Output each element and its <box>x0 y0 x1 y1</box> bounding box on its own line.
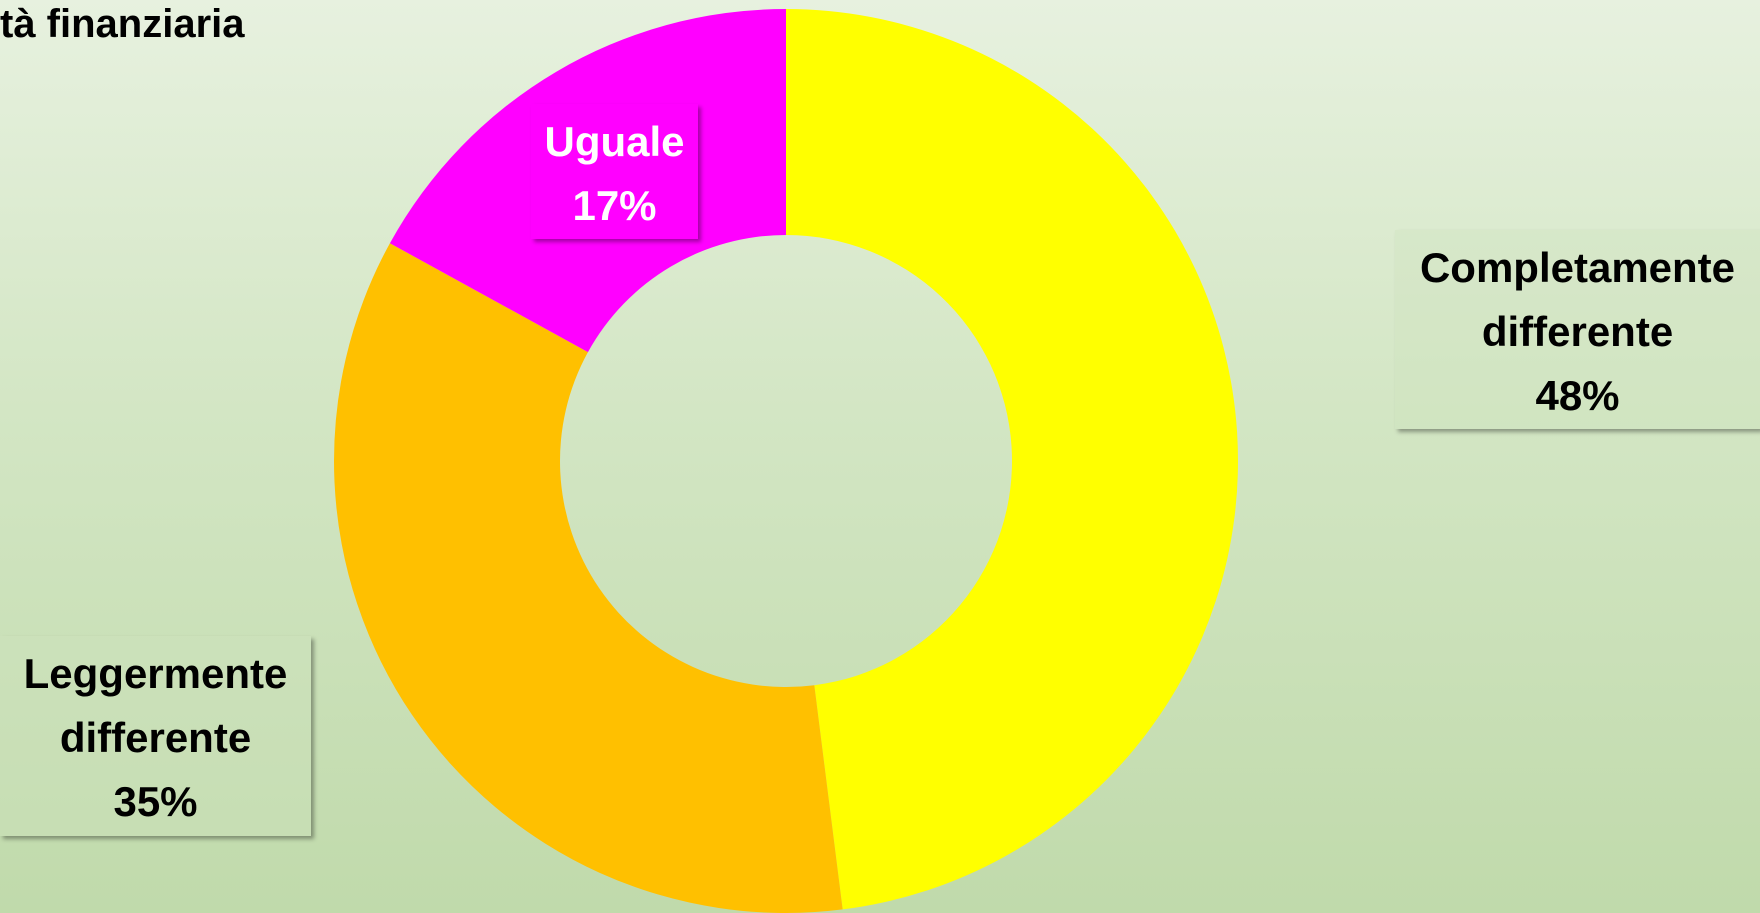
category-label: Leggermente differente <box>23 650 288 761</box>
category-label: Completamente differente <box>1419 244 1736 355</box>
value-label: 35% <box>113 778 198 825</box>
value-label: 48% <box>1535 372 1620 419</box>
data-label: Uguale 17% <box>531 104 698 239</box>
value-label: 17% <box>572 182 657 229</box>
data-label: Completamente differente 48% <box>1395 230 1760 429</box>
donut-segment <box>786 9 1239 910</box>
data-label: Leggermente differente 35% <box>0 636 311 836</box>
category-label: Uguale <box>544 118 685 165</box>
donut-segment <box>333 243 843 913</box>
chart-title: tà finanziaria <box>0 2 245 46</box>
